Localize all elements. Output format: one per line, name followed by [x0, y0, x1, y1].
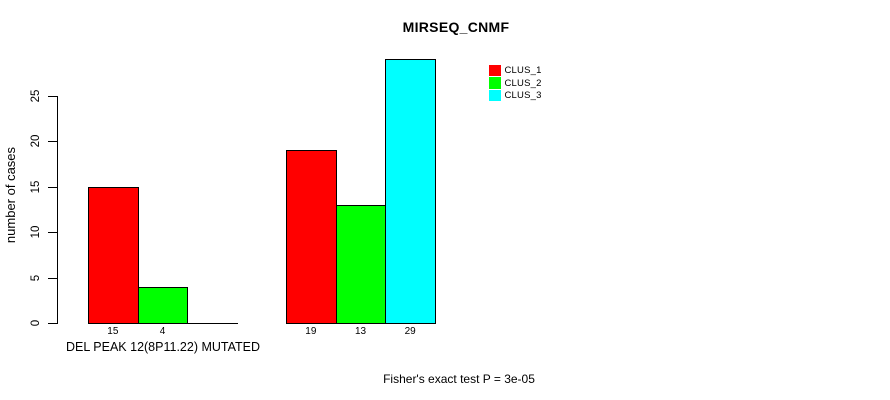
bar-clus_1 — [88, 186, 139, 324]
legend-label: CLUS_2 — [504, 77, 542, 89]
y-axis-label: number of cases — [3, 146, 18, 244]
bar-clus_1 — [286, 150, 337, 324]
legend-swatch-icon — [489, 77, 501, 89]
legend-item-clus_2: CLUS_2 — [489, 77, 542, 90]
bar-value-label: 29 — [404, 326, 416, 337]
y-axis-tick — [47, 95, 57, 97]
y-axis-tick — [47, 323, 57, 325]
legend-swatch-icon — [489, 89, 501, 102]
y-axis-tick — [47, 232, 57, 234]
y-axis-tick — [47, 141, 57, 143]
legend-label: CLUS_1 — [504, 64, 542, 76]
bar-value-label: 19 — [305, 326, 317, 337]
legend-label: CLUS_3 — [504, 90, 542, 102]
legend: CLUS_1 CLUS_2 CLUS_3 — [489, 64, 542, 102]
y-tick-label: 25 — [30, 89, 42, 102]
bar-clus_2 — [137, 286, 189, 324]
x-axis-group-label: DEL PEAK 12(8P11.22) MUTATED — [65, 340, 261, 354]
y-tick-label: 5 — [30, 274, 42, 281]
bar-value-label: 4 — [159, 326, 166, 337]
bar-clus_3 — [385, 59, 436, 324]
y-axis-tick — [47, 186, 57, 188]
y-axis-tick — [47, 277, 57, 279]
stat-test-note: Fisher's exact test P = 3e-05 — [383, 372, 535, 386]
y-tick-label: 0 — [30, 319, 42, 327]
y-tick-label: 20 — [30, 134, 42, 148]
y-tick-label: 15 — [30, 180, 42, 193]
bar-value-label: 15 — [107, 326, 119, 337]
bar-clus_2 — [335, 204, 387, 324]
bar-value-label: 13 — [354, 326, 367, 337]
legend-swatch-icon — [489, 64, 501, 77]
legend-item-clus_1: CLUS_1 — [489, 64, 542, 77]
chart-title: MIRSEQ_CNMF — [402, 19, 510, 35]
y-tick-label: 10 — [30, 225, 42, 239]
legend-item-clus_3: CLUS_3 — [489, 89, 542, 102]
y-axis-line — [57, 95, 59, 325]
